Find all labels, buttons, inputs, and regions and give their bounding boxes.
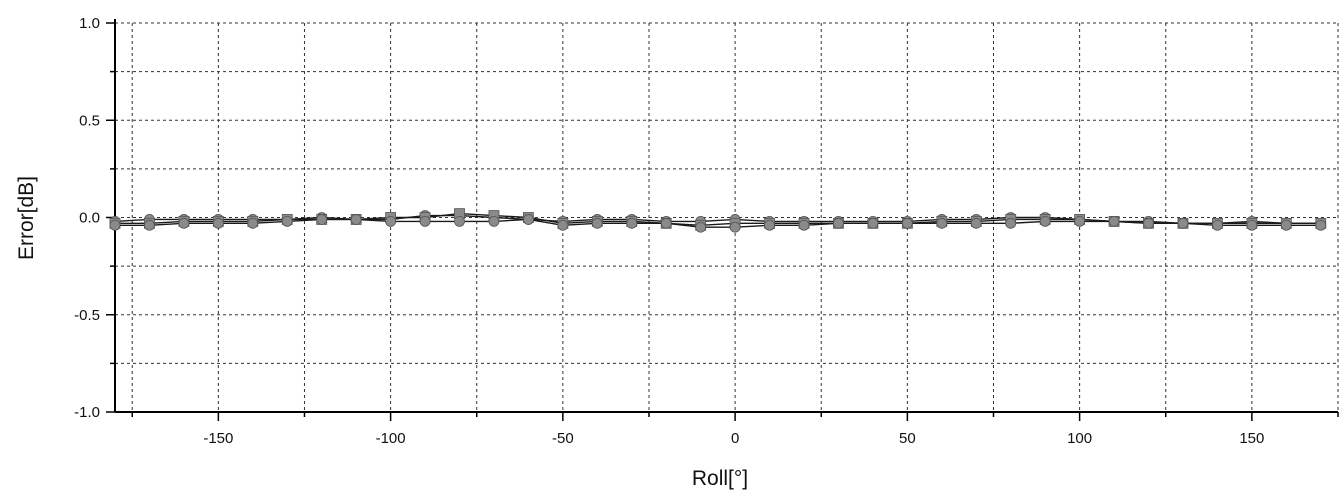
- series-3: [109, 214, 1327, 233]
- data-point: [660, 217, 672, 229]
- data-point: [1039, 215, 1051, 227]
- data-point: [1177, 217, 1189, 229]
- data-point: [281, 215, 293, 227]
- data-point: [247, 217, 259, 229]
- x-tick-label: 0: [731, 430, 739, 447]
- data-point: [178, 217, 190, 229]
- grid: [115, 22, 1339, 412]
- data-point: [626, 217, 638, 229]
- y-axis-label: Error[dB]: [15, 176, 38, 260]
- axes: [106, 19, 1339, 421]
- x-tick-label: -100: [376, 430, 406, 447]
- data-point: [488, 215, 500, 227]
- data-point: [764, 219, 775, 231]
- series-layer: [109, 208, 1327, 233]
- y-tick-label: 1.0: [79, 15, 100, 32]
- data-point: [1074, 215, 1086, 227]
- x-tick-label: 50: [899, 430, 916, 447]
- data-point: [833, 217, 844, 229]
- data-point: [591, 217, 603, 229]
- data-point: [523, 214, 534, 225]
- data-point: [454, 215, 465, 227]
- x-tick-label: -50: [552, 430, 574, 447]
- data-point: [695, 221, 707, 233]
- data-point: [970, 217, 982, 229]
- data-point: [798, 219, 810, 231]
- data-point: [936, 217, 948, 229]
- y-tick-label: -1.0: [74, 404, 100, 421]
- data-point: [385, 215, 397, 227]
- data-point: [144, 219, 155, 231]
- data-point: [350, 214, 362, 225]
- series-line: [115, 218, 1321, 228]
- y-tick-label: -0.5: [74, 307, 100, 324]
- tick-labels: -150 -100 -50 0 50 100 150 -1.0 -0.5 0.0 0.5 1.0: [74, 15, 1264, 447]
- data-point: [419, 215, 431, 227]
- series-line: [115, 212, 1321, 227]
- data-point: [1315, 219, 1327, 231]
- data-point: [557, 219, 569, 231]
- data-point: [316, 214, 328, 225]
- y-tick-label: 0.5: [79, 112, 100, 129]
- data-point: [1143, 217, 1154, 229]
- x-tick-label: -150: [203, 430, 233, 447]
- data-point: [1108, 215, 1120, 227]
- y-tick-label: 0.0: [79, 210, 100, 227]
- data-point: [901, 217, 913, 229]
- data-point: [1005, 217, 1017, 229]
- x-tick-label: 150: [1239, 430, 1264, 447]
- data-point: [729, 221, 741, 233]
- data-point: [1212, 219, 1223, 231]
- data-point: [1246, 219, 1258, 231]
- data-point: [109, 219, 121, 231]
- data-point: [867, 217, 879, 229]
- data-point: [1280, 219, 1292, 231]
- data-point: [212, 217, 224, 229]
- x-axis-label: Roll[°]: [692, 467, 748, 490]
- x-tick-label: 100: [1067, 430, 1092, 447]
